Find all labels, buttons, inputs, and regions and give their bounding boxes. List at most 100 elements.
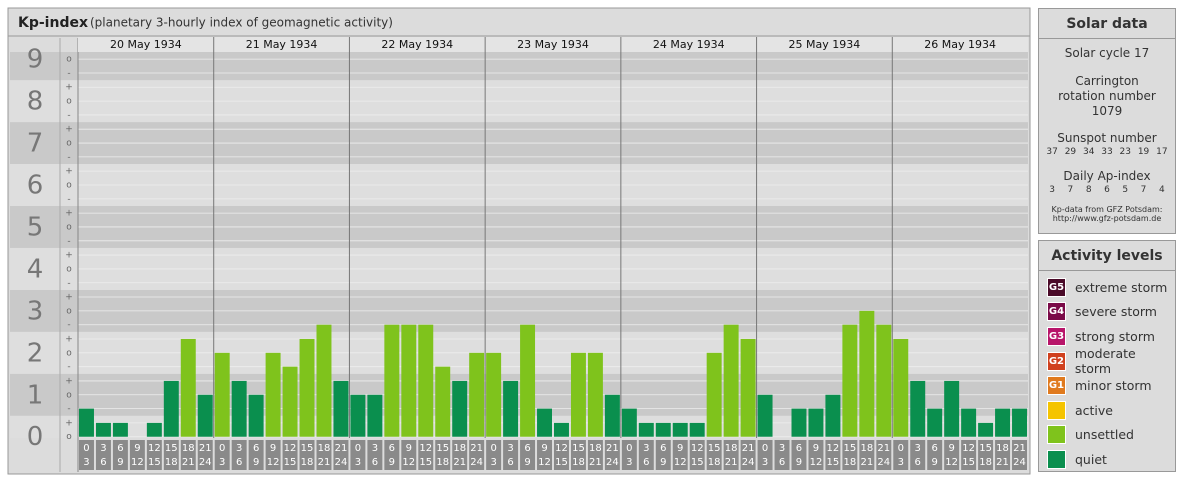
hour-cell — [689, 440, 705, 470]
hour-cell — [316, 440, 332, 470]
hour-cell — [655, 440, 671, 470]
bar — [910, 380, 926, 437]
hour-label: 3 — [507, 443, 513, 454]
hour-label: 21 — [199, 443, 212, 454]
hour-label: 3 — [490, 457, 496, 468]
hour-label: 6 — [253, 443, 259, 454]
hour-cell — [265, 440, 281, 470]
hour-label: 18 — [844, 457, 857, 468]
date-label: 24 May 1934 — [653, 38, 725, 51]
bar — [146, 422, 162, 437]
hour-label: 0 — [219, 443, 225, 454]
carrington: Carrington rotation number 1079 — [1058, 74, 1156, 118]
hour-label: 15 — [572, 443, 585, 454]
legend-swatch: G2 — [1047, 351, 1066, 371]
hour-cell — [435, 440, 451, 470]
hour-label: 18 — [318, 443, 331, 454]
bar — [197, 394, 213, 437]
y-minor-tick-label: + — [65, 167, 73, 177]
hour-label: 15 — [979, 443, 992, 454]
hour-cell — [452, 440, 468, 470]
bar — [587, 352, 603, 437]
hour-cell — [944, 440, 960, 470]
sunspot-value: 29 — [1064, 147, 1077, 157]
kp-chart: Kp-index (planetary 3-hourly index of ge… — [7, 7, 1031, 475]
hour-cell — [214, 440, 230, 470]
hour-cell — [197, 440, 213, 470]
hour-cell — [587, 440, 603, 470]
hour-label: 15 — [555, 457, 568, 468]
hour-cell — [520, 440, 536, 470]
y-tick-label: 9 — [27, 45, 44, 75]
y-minor-tick-label: - — [67, 404, 70, 414]
bar — [1012, 408, 1027, 437]
legend-swatch: G3 — [1047, 326, 1066, 346]
hour-label: 21 — [470, 443, 483, 454]
hour-cell — [842, 440, 858, 470]
hour-label: 21 — [318, 457, 331, 468]
hour-cell — [384, 440, 400, 470]
legend-swatch: G4 — [1047, 302, 1066, 322]
y-tick-label: 2 — [27, 338, 44, 368]
y-minor-tick-label: o — [66, 432, 72, 442]
hour-label: 12 — [148, 443, 161, 454]
hour-cell — [978, 440, 994, 470]
hour-label: 0 — [762, 443, 768, 454]
hour-label: 6 — [372, 457, 378, 468]
hour-label: 18 — [725, 443, 738, 454]
hour-cell — [723, 440, 739, 470]
bar — [503, 380, 519, 437]
bar — [384, 324, 400, 437]
legend-label: active — [1075, 402, 1113, 418]
hour-label: 6 — [915, 457, 921, 468]
hour-cell — [248, 440, 264, 470]
ap-value: 7 — [1140, 185, 1147, 195]
sunspot-value: 17 — [1156, 147, 1168, 157]
hour-cell — [910, 440, 926, 470]
legend-label: strong storm — [1075, 328, 1155, 344]
panel-title: Activity levels — [1039, 241, 1175, 271]
solar-data-panel: Solar data Solar cycle 17 Carrington rot… — [1038, 8, 1176, 234]
y-minor-tick-label: + — [65, 293, 73, 303]
hour-label: 3 — [372, 443, 378, 454]
hour-cell — [706, 440, 722, 470]
hour-cell — [638, 440, 654, 470]
hour-cell — [282, 440, 298, 470]
hour-label: 21 — [877, 443, 890, 454]
hour-label: 9 — [270, 443, 276, 454]
bar — [214, 352, 230, 437]
bar — [350, 394, 366, 437]
hour-label: 21 — [860, 457, 873, 468]
hour-label: 9 — [524, 457, 530, 468]
hour-label: 9 — [677, 443, 683, 454]
hour-cell — [163, 440, 179, 470]
bar — [604, 394, 620, 437]
hour-cell — [893, 440, 909, 470]
hour-label: 12 — [810, 457, 823, 468]
legend-label: minor storm — [1075, 378, 1152, 394]
hour-label: 24 — [1013, 457, 1026, 468]
bar — [927, 408, 943, 437]
hour-label: 6 — [507, 457, 513, 468]
hour-label: 24 — [199, 457, 212, 468]
ap-value: 4 — [1158, 185, 1165, 195]
legend-swatch — [1047, 400, 1066, 420]
hour-label: 24 — [606, 457, 619, 468]
hour-cell — [859, 440, 875, 470]
hour-label: 15 — [165, 443, 178, 454]
y-minor-tick-label: - — [67, 278, 70, 288]
legend-item: G1 minor storm — [1039, 373, 1175, 398]
hour-label: 6 — [100, 457, 106, 468]
hour-cell — [486, 440, 502, 470]
bar — [231, 380, 247, 437]
sunspot-value: 34 — [1082, 147, 1095, 157]
activity-panel: Activity levels G5 extreme storm G4 severe … — [1038, 240, 1176, 472]
hour-label: 24 — [470, 457, 483, 468]
hour-label: 9 — [406, 443, 412, 454]
source-url: http://www.gfz-potsdam.de — [1052, 214, 1162, 223]
hour-cell — [740, 440, 756, 470]
ap-value: 8 — [1085, 185, 1092, 195]
hour-label: 3 — [915, 443, 921, 454]
hour-label: 3 — [100, 443, 106, 454]
